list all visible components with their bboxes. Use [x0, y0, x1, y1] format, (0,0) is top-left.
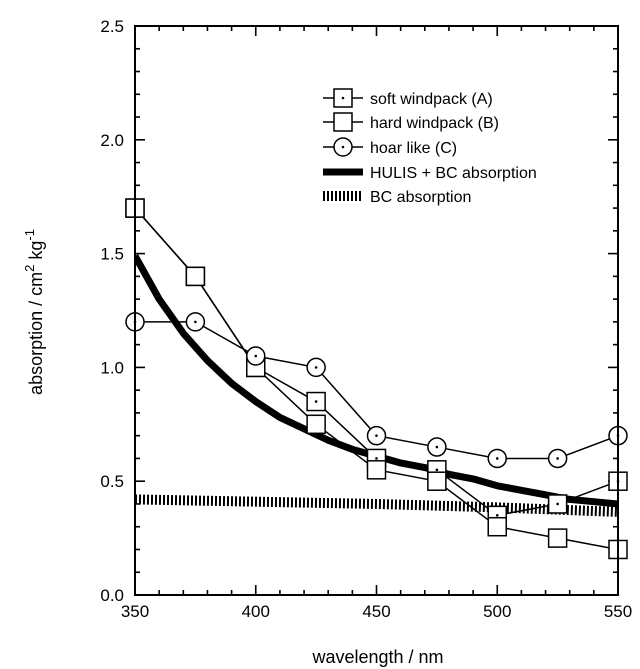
data-point-dot — [556, 457, 559, 460]
series-line — [135, 494, 618, 517]
y-tick-label: 0.0 — [100, 586, 124, 605]
series-layer — [125, 198, 628, 560]
x-axis-title: wavelength / nm — [311, 647, 443, 667]
y-tick-label: 2.0 — [100, 131, 124, 150]
y-axis-title-main: absorption / cm — [26, 272, 46, 395]
legend-label: BC absorption — [370, 189, 471, 206]
y-tick-label: 1.0 — [100, 358, 124, 377]
legend-label: HULIS + BC absorption — [370, 165, 537, 182]
plot-frame — [134, 25, 619, 596]
data-point — [366, 460, 387, 480]
data-point-dot — [314, 400, 318, 403]
data-point-dot — [435, 468, 439, 472]
legend-entry-hoar-like: hoar like (C) — [323, 137, 457, 157]
y-tick-label: 1.5 — [100, 245, 124, 264]
data-point-dot — [254, 354, 258, 358]
data-point — [185, 266, 206, 287]
legend-entry-bc: BC absorption — [323, 189, 471, 206]
y-axis-title-mid: kg — [26, 241, 46, 265]
series-soft-windpack — [125, 198, 628, 526]
legend-entry-hulis-bc: HULIS + BC absorption — [323, 165, 537, 182]
legend-label: soft windpack (A) — [370, 91, 493, 108]
data-point-dot — [375, 457, 378, 460]
data-point — [547, 528, 568, 548]
legend-entry-soft-windpack: soft windpack (A) — [323, 88, 493, 108]
data-point-dot — [194, 320, 197, 324]
x-tick-label: 450 — [362, 602, 390, 621]
data-point — [487, 516, 507, 537]
data-point — [427, 471, 447, 491]
y-tick-label: 2.5 — [100, 17, 124, 36]
y-axis-title: absorption / cm2 kg-1 — [22, 229, 46, 395]
y-tick-label: 0.5 — [100, 472, 124, 491]
ticks-layer: 350 400 450 500 550 0.0 0.5 1.0 1.5 2.0 2.5 — [100, 17, 632, 621]
y-axis-title-sup1: 2 — [22, 265, 37, 272]
legend: soft windpack (A) hard windpack (B) hoar l… — [323, 88, 537, 206]
x-tick-label: 500 — [483, 602, 511, 621]
legend-marker-dot — [341, 96, 345, 100]
data-point-dot — [495, 457, 499, 460]
series-hoar-like — [125, 312, 628, 469]
data-point-dot — [435, 445, 439, 449]
legend-entry-hard-windpack: hard windpack (B) — [323, 112, 499, 132]
x-tick-label: 350 — [121, 602, 149, 621]
data-point — [306, 414, 326, 435]
legend-marker-dot — [341, 145, 345, 149]
data-point-dot — [556, 502, 559, 506]
legend-label: hard windpack (B) — [370, 115, 499, 132]
x-tick-label: 400 — [242, 602, 270, 621]
x-tick-label: 550 — [604, 602, 632, 621]
series-bc — [135, 494, 618, 517]
data-point-dot — [495, 514, 499, 517]
y-axis-title-sup2: -1 — [22, 229, 37, 241]
data-point-dot — [314, 366, 318, 369]
legend-label: hoar like (C) — [370, 140, 457, 157]
legend-marker — [333, 112, 353, 132]
svg-text:absorption / cm2 kg-1: absorption / cm2 kg-1 — [22, 229, 46, 395]
data-point-dot — [375, 434, 378, 437]
